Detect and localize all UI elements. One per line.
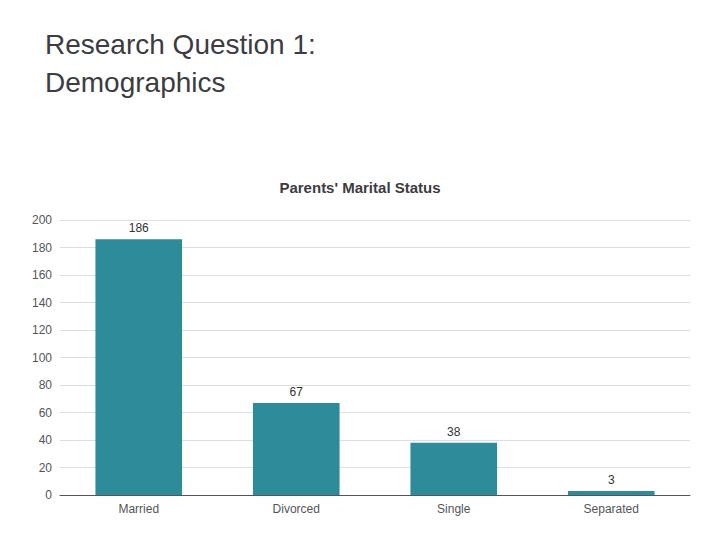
- svg-text:180: 180: [32, 241, 52, 255]
- svg-text:67: 67: [290, 385, 304, 399]
- svg-text:160: 160: [32, 268, 52, 282]
- svg-text:Demographics: Demographics: [45, 67, 226, 98]
- svg-text:40: 40: [39, 433, 53, 447]
- svg-text:20: 20: [39, 461, 53, 475]
- svg-text:Married: Married: [118, 502, 159, 516]
- svg-text:200: 200: [32, 213, 52, 227]
- svg-text:38: 38: [447, 425, 461, 439]
- svg-text:3: 3: [608, 473, 615, 487]
- svg-text:Divorced: Divorced: [273, 502, 320, 516]
- svg-text:60: 60: [39, 406, 53, 420]
- svg-text:Separated: Separated: [584, 502, 639, 516]
- svg-text:Research Question 1:: Research Question 1:: [45, 29, 316, 60]
- svg-text:80: 80: [39, 378, 53, 392]
- svg-text:Single: Single: [437, 502, 471, 516]
- svg-text:0: 0: [45, 488, 52, 502]
- svg-text:186: 186: [129, 221, 149, 235]
- svg-text:100: 100: [32, 351, 52, 365]
- svg-text:Parents' Marital Status: Parents' Marital Status: [279, 179, 440, 196]
- svg-text:140: 140: [32, 296, 52, 310]
- svg-text:120: 120: [32, 323, 52, 337]
